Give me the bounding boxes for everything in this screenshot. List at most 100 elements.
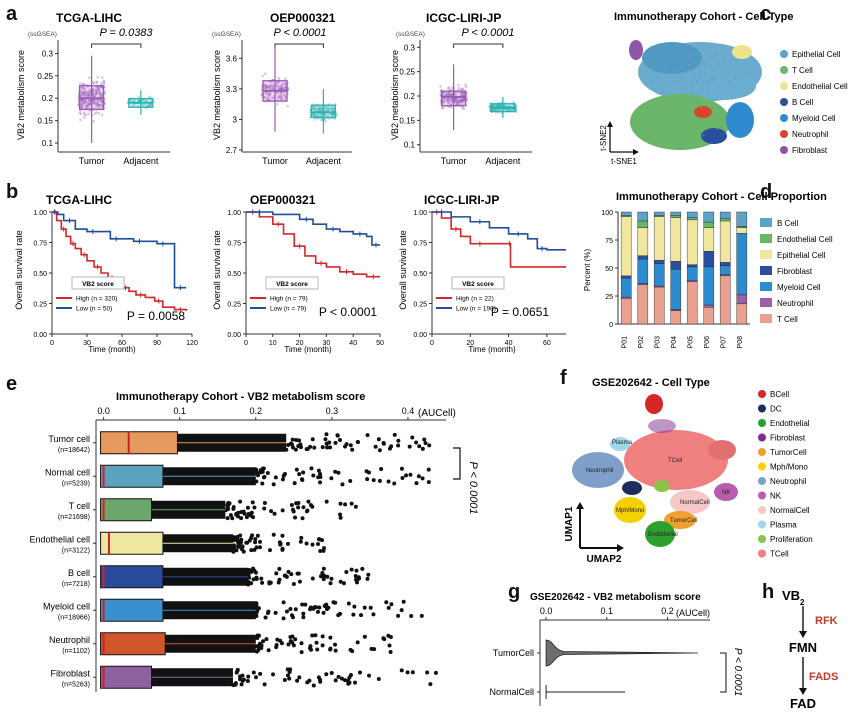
survival-curve-high [246, 211, 380, 278]
data-point [93, 99, 96, 103]
data-point [79, 118, 82, 121]
panel-a-tcga-boxplot: TCGA-LIHC (ssGSEA) VB2 metabolism score … [16, 11, 170, 166]
outlier-point [254, 649, 259, 654]
unit-label: (ssGSEA) [28, 31, 57, 38]
data-point [314, 107, 317, 111]
x-tick-label: 10 [269, 340, 277, 347]
outlier-point [245, 679, 250, 684]
outlier-point [301, 615, 306, 620]
unit-label: (AUCell) [418, 408, 456, 419]
data-point [81, 98, 84, 102]
outlier-point [261, 639, 266, 644]
data-point [95, 101, 99, 104]
tsne-point [681, 119, 684, 122]
outlier-point [316, 475, 321, 480]
data-point [98, 90, 102, 93]
x-tick-label: Tumor [79, 156, 105, 166]
chart-title: Immunotherapy Cohort - VB2 metabolism sc… [116, 391, 365, 403]
outlier-point [360, 566, 365, 571]
tsne-point [703, 65, 706, 68]
data-point [88, 98, 91, 102]
outlier-point [433, 670, 438, 675]
panel-label-b: b [6, 181, 18, 203]
tsne-point [677, 113, 680, 116]
bar-segment-fibroblast [620, 275, 632, 279]
tsne-point [652, 82, 654, 85]
significance-bracket [274, 43, 324, 48]
outlier-point [256, 633, 261, 638]
bar-segment-t-cell [637, 284, 649, 325]
y-tick-label: Neutrophil [49, 635, 90, 645]
outlier-point [354, 568, 359, 573]
tsne-point [658, 127, 660, 129]
outlier-point [263, 615, 268, 620]
outlier-point [246, 674, 251, 679]
outlier-point [318, 480, 323, 485]
outlier-point [251, 670, 256, 675]
outlier-point [297, 579, 302, 584]
y-tick-label: 0.1 [42, 139, 54, 148]
data-point [82, 87, 85, 90]
tsne-point [728, 69, 731, 72]
data-point [95, 110, 98, 114]
x-tick-label: 0.2 [250, 406, 263, 416]
outlier-point [254, 575, 259, 580]
data-point [275, 91, 279, 95]
legend-swatch [760, 314, 772, 323]
data-point [265, 84, 268, 87]
data-point [269, 92, 272, 95]
data-point [93, 101, 96, 105]
y-axis-label: VB2 metabolism score [390, 50, 400, 140]
outlier-point [305, 508, 310, 513]
outlier-point [389, 444, 394, 449]
pathway-node-fad: FAD [790, 696, 816, 711]
panel-label-f: f [560, 367, 567, 389]
data-point [96, 86, 100, 90]
tsne-point [705, 125, 708, 128]
y-tick-label: Endothelial cell [29, 534, 90, 544]
outlier-point [349, 501, 354, 506]
bar-segment-fibroblast [653, 259, 665, 264]
data-point [284, 77, 287, 80]
data-point [280, 86, 284, 90]
tsne-point [674, 59, 677, 62]
data-point [86, 90, 90, 93]
legend-swatch [760, 282, 772, 291]
outlier-point [320, 634, 325, 639]
y-tick-label: 0.75 [413, 241, 427, 248]
tsne-point [686, 125, 689, 127]
x-tick-label: Adjacent [485, 156, 521, 166]
tsne-point [680, 111, 682, 113]
data-point [280, 85, 283, 88]
data-point [464, 83, 467, 87]
data-point [81, 106, 84, 110]
data-point [333, 117, 337, 121]
data-point [88, 98, 91, 102]
legend-title-box [265, 276, 319, 290]
data-point [317, 108, 320, 112]
y-tick-label: 0.25 [399, 68, 415, 77]
tsne-point [712, 54, 715, 57]
y-tick-label: 0.50 [227, 271, 241, 278]
data-point [459, 100, 463, 104]
tsne-point [683, 123, 686, 125]
data-point [97, 103, 101, 106]
data-point [86, 104, 90, 108]
outlier-point [388, 650, 393, 655]
bar-segment-b-cell [703, 211, 715, 223]
data-point [461, 87, 464, 91]
legend-label: Neutrophil [770, 477, 807, 486]
tsne-point [721, 71, 723, 74]
legend-title: VB2 score [462, 281, 494, 288]
tsne-x-arrowhead [633, 149, 639, 155]
outlier-point [400, 475, 405, 480]
umap-y-arrowhead [576, 502, 584, 509]
data-point [84, 100, 88, 104]
data-point [141, 103, 145, 107]
data-point [280, 87, 284, 90]
data-point [461, 106, 464, 110]
y-tick-label: 50 [605, 266, 613, 273]
umap-cluster-normalcell [670, 490, 710, 514]
tsne-y-arrowhead [607, 121, 613, 127]
tsne-point [668, 115, 671, 118]
